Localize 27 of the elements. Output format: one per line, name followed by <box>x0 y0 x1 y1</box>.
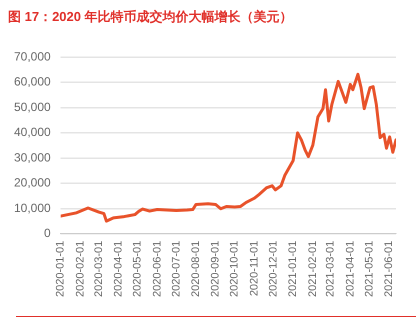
x-tick-label: 2021-04-01 <box>344 240 356 298</box>
x-tick-label: 2021-02-01 <box>306 240 319 298</box>
y-tick-label: 60,000 <box>14 74 52 89</box>
x-tick-label: 2020-01-01 <box>54 240 67 298</box>
x-tick-label: 2020-06-01 <box>151 240 164 298</box>
y-tick-label: 10,000 <box>14 200 52 215</box>
x-tick-label: 2020-11-01 <box>248 240 260 296</box>
x-tick-label: 2020-12-01 <box>267 240 280 298</box>
x-tick-label: 2020-07-01 <box>170 240 182 298</box>
x-tick-label: 2020-09-01 <box>210 240 222 298</box>
y-tick-label: 30,000 <box>14 150 52 164</box>
x-tick-label: 2020-05-01 <box>132 240 144 298</box>
y-tick-label: 50,000 <box>14 100 52 114</box>
x-tick-label: 2020-10-01 <box>228 240 241 298</box>
y-tick-label: 0 <box>44 226 52 240</box>
x-tick-label: 2021-05-01 <box>363 240 376 298</box>
x-tick-label: 2020-03-01 <box>92 240 105 298</box>
x-tick-label: 2021-06-01 <box>383 240 396 298</box>
x-tick-label: 2020-04-01 <box>112 240 125 298</box>
y-tick-label: 70,000 <box>14 50 52 64</box>
x-tick-label: 2020-02-01 <box>74 240 86 298</box>
y-tick-label: 20,000 <box>14 176 52 190</box>
x-tick-label: 2021-01-01 <box>287 240 300 298</box>
x-tick-label: 2021-03-01 <box>324 240 337 298</box>
chart-title: 图 17：2020 年比特币成交均价大幅增长（美元） <box>8 8 293 26</box>
y-tick-label: 40,000 <box>14 125 52 140</box>
x-tick-label: 2020-08-01 <box>190 240 202 298</box>
